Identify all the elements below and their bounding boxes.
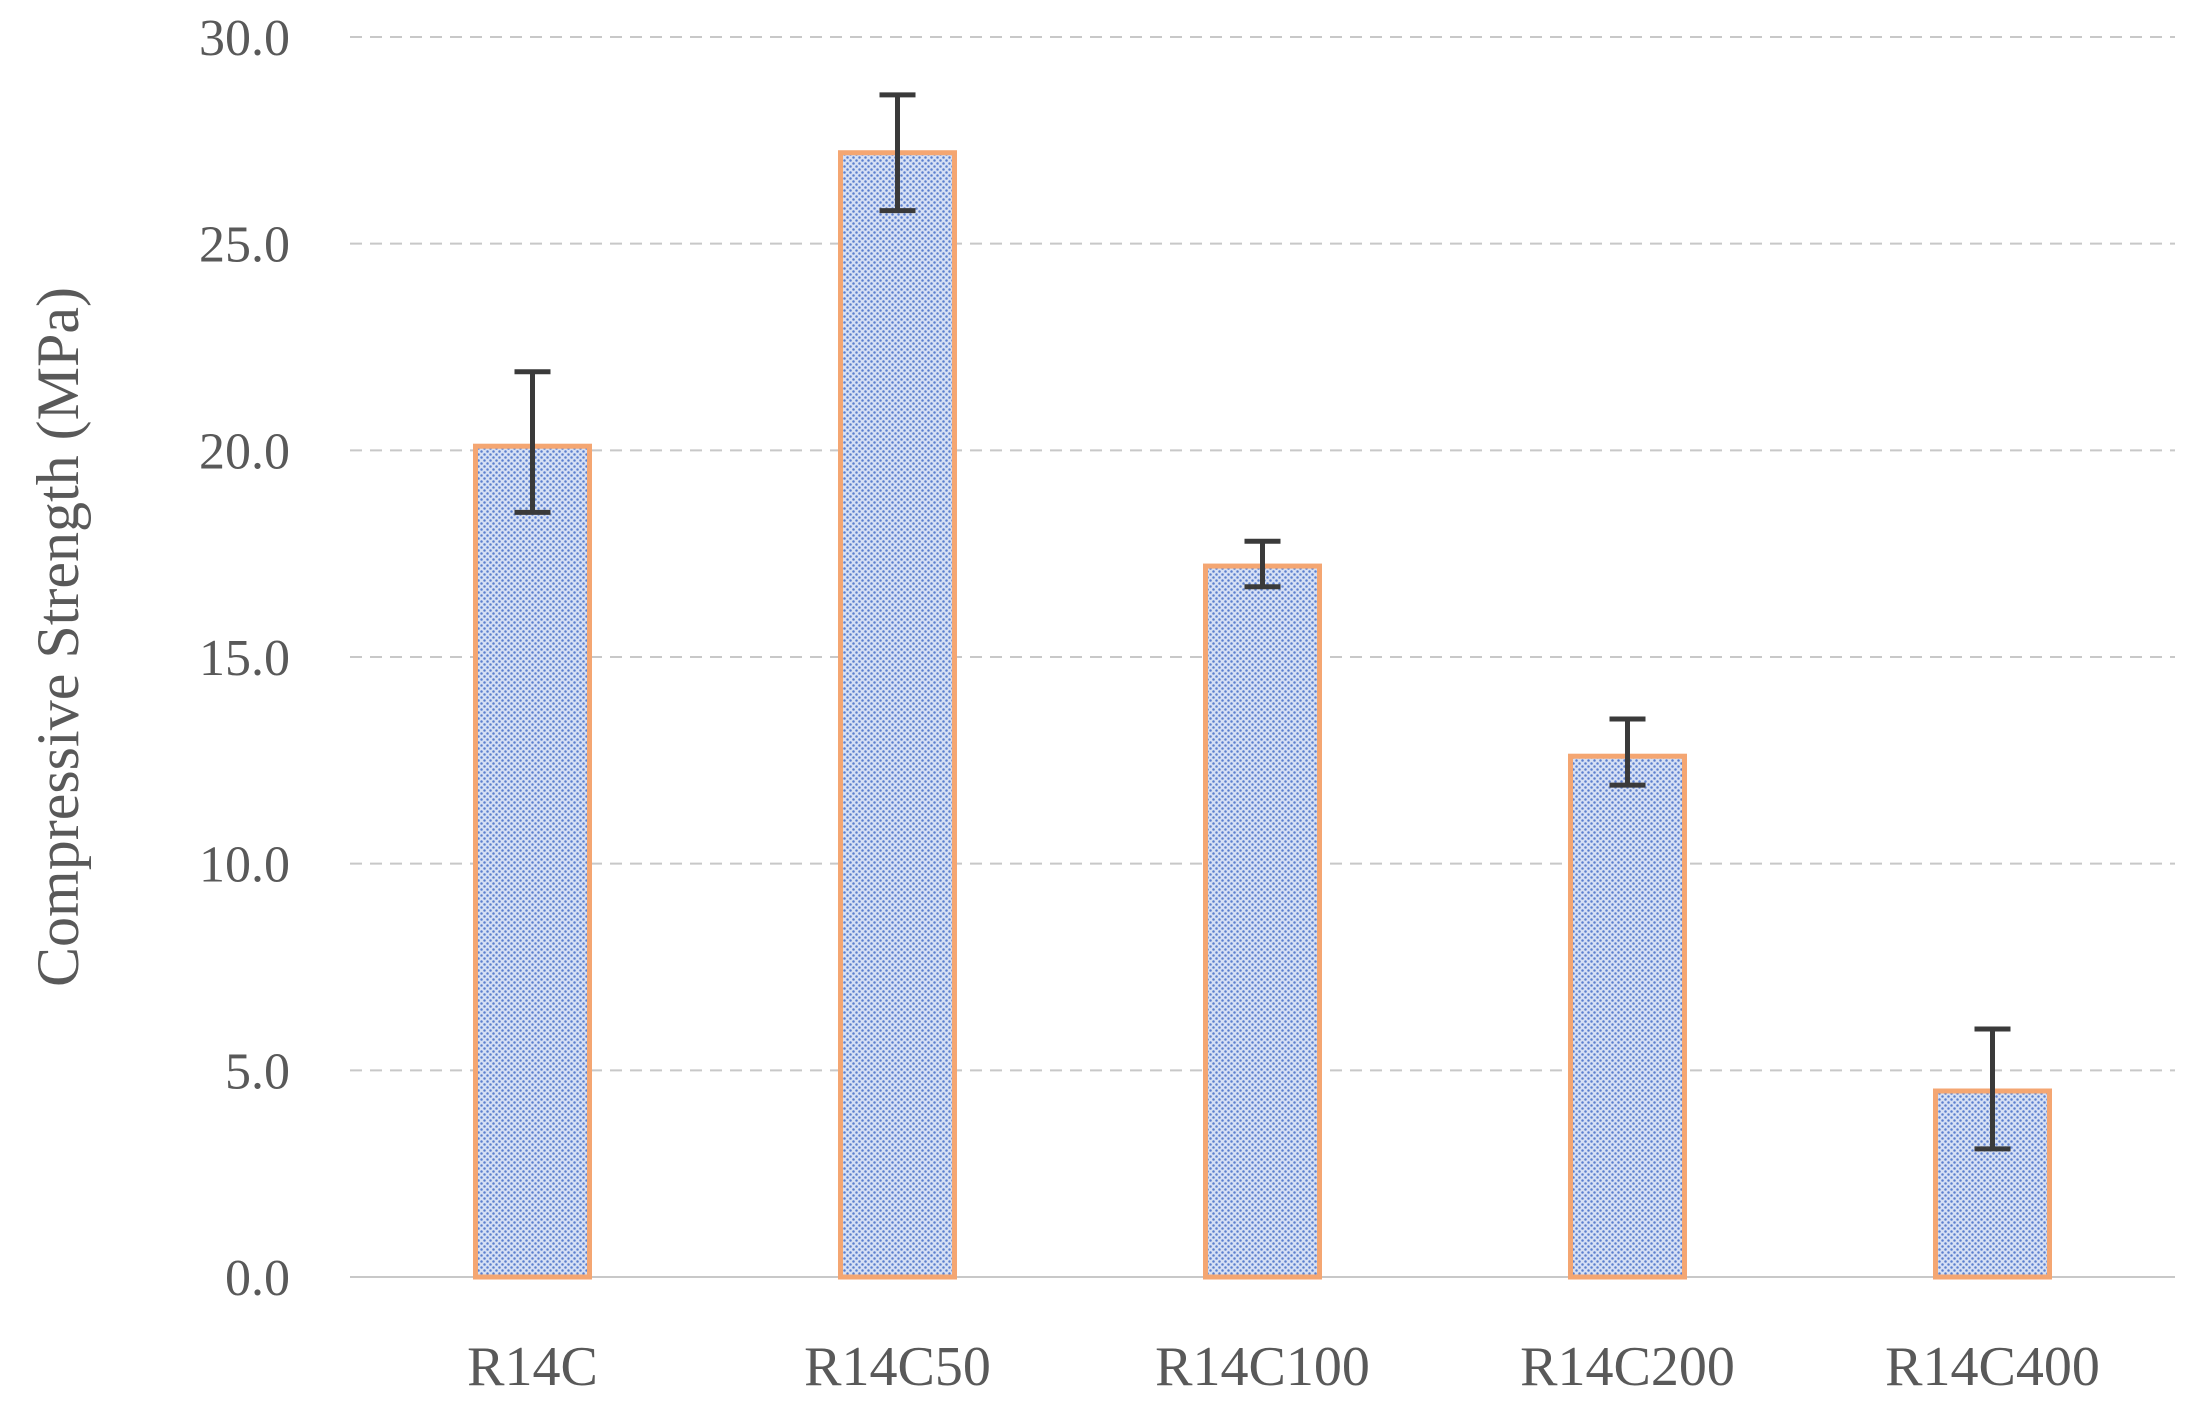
x-tick-label: R14C400 <box>1885 1336 2100 1398</box>
x-tick-label: R14C100 <box>1155 1336 1370 1398</box>
y-tick-label: 10.0 <box>199 837 290 894</box>
x-tick-label: R14C50 <box>804 1336 991 1398</box>
bar <box>838 150 957 1280</box>
y-tick-label: 30.0 <box>199 10 290 67</box>
bar <box>1568 753 1687 1280</box>
y-tick-label: 20.0 <box>199 423 290 480</box>
x-tick-label: R14C200 <box>1520 1336 1735 1398</box>
bar <box>1203 563 1322 1280</box>
x-axis-tick-labels: R14C R14C50 R14C100 R14C200 R14C400 <box>467 1336 2100 1398</box>
bar <box>473 443 592 1280</box>
y-tick-label: 0.0 <box>225 1250 290 1307</box>
error-bar <box>879 92 916 214</box>
y-axis-label: Compressive Strength (MPa) <box>25 287 91 987</box>
y-tick-label: 5.0 <box>225 1043 290 1100</box>
error-bar <box>514 369 551 515</box>
bars <box>473 150 2052 1280</box>
y-tick-label: 25.0 <box>199 217 290 274</box>
gridlines <box>350 36 2175 1278</box>
y-axis-tick-labels: 0.0 5.0 10.0 15.0 20.0 25.0 30.0 <box>199 10 290 1307</box>
x-tick-label: R14C <box>467 1336 598 1398</box>
error-bars <box>514 92 2011 1152</box>
error-bar <box>1609 716 1646 788</box>
error-bar <box>1974 1026 2011 1152</box>
y-tick-label: 15.0 <box>199 630 290 687</box>
error-bar <box>1244 538 1281 590</box>
